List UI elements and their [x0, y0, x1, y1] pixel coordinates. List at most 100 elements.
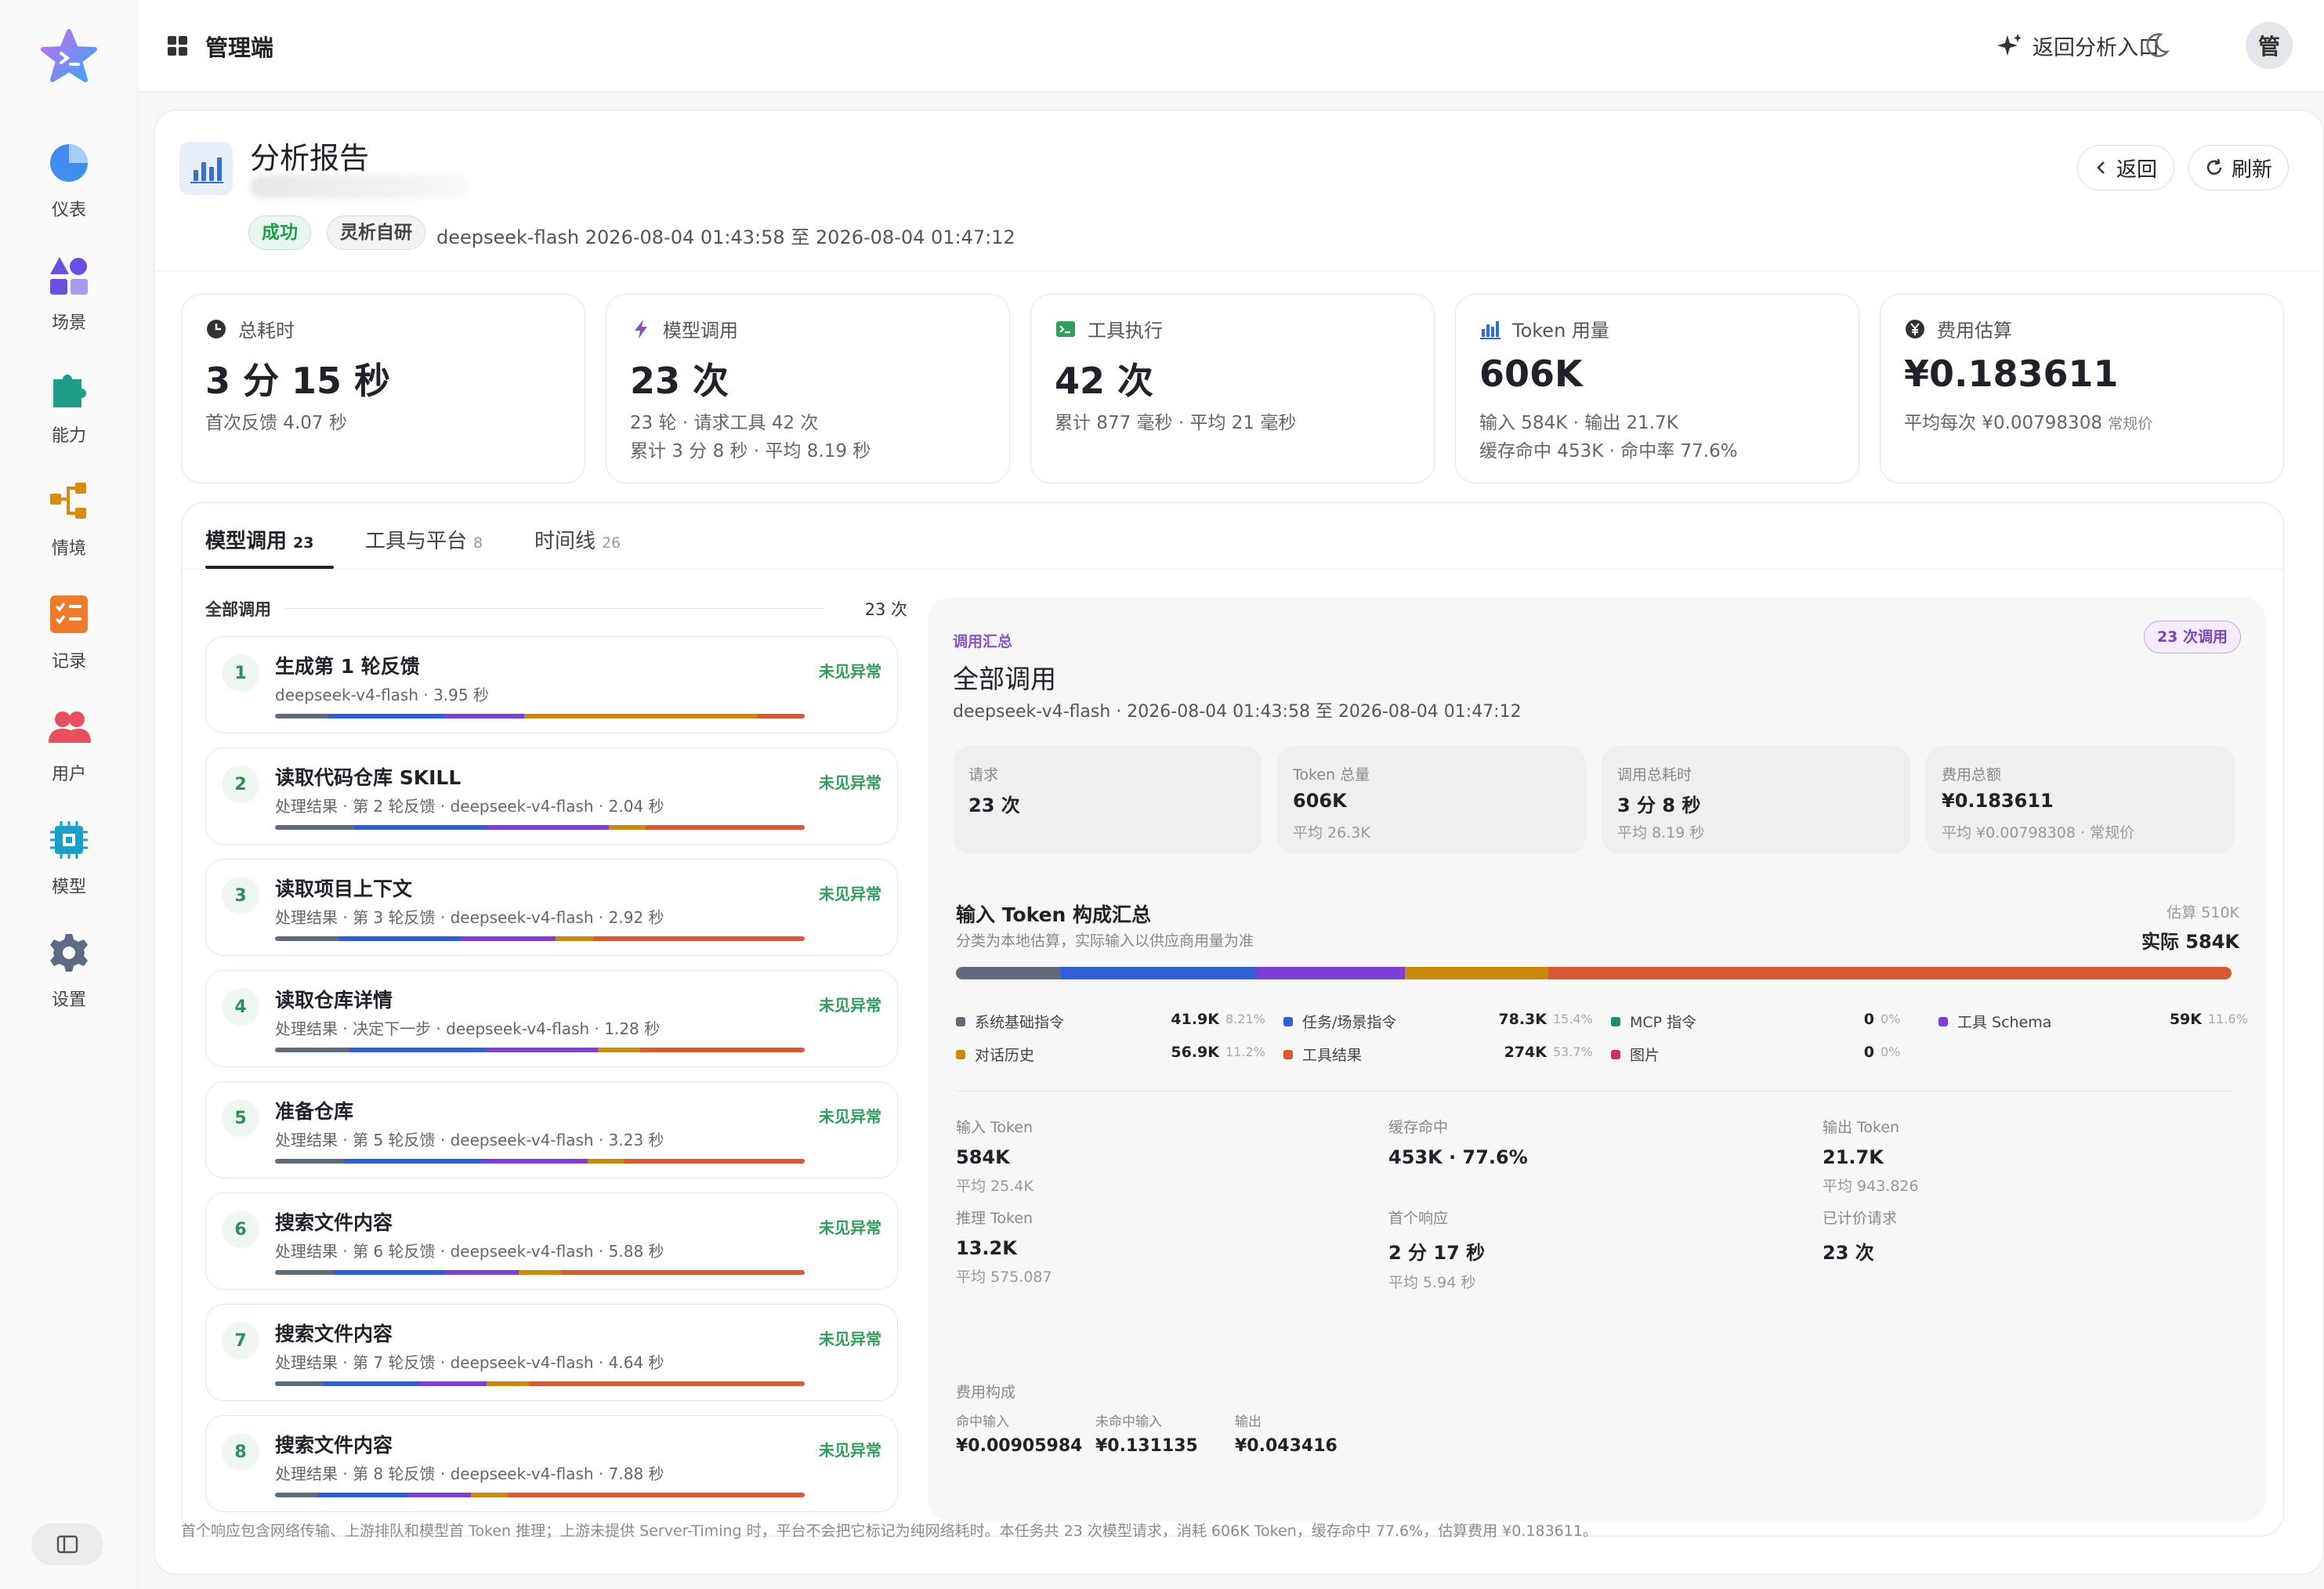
- call-bar-segment: [487, 1381, 530, 1386]
- summary-eyebrow: 调用汇总: [953, 633, 1013, 650]
- metric-key: 输入 Token: [956, 1119, 1033, 1136]
- tab-model-calls[interactable]: 模型调用 23: [205, 525, 313, 554]
- legend-percent: 11.6%: [2208, 1012, 2248, 1026]
- call-title: 生成第 1 轮反馈: [275, 655, 420, 678]
- call-status-badge: 未见异常: [819, 1107, 881, 1126]
- call-title: 读取项目上下文: [275, 878, 413, 900]
- moon-icon[interactable]: [2142, 31, 2170, 60]
- apps-grid-icon[interactable]: [168, 36, 188, 56]
- stat-value: 23 次: [630, 360, 729, 402]
- call-list-item[interactable]: 1 生成第 1 轮反馈 deepseek-v4-flash · 3.95 秒 未见异常: [205, 636, 898, 733]
- fee-key: 输出: [1235, 1414, 1262, 1430]
- call-token-bar: [275, 1381, 805, 1386]
- stat-header: 总耗时: [205, 315, 295, 342]
- call-title: 搜索文件内容: [275, 1434, 393, 1457]
- checklist-icon: [50, 595, 88, 633]
- sidebar-item-users[interactable]: 用户: [0, 705, 138, 799]
- legend-value: 0: [1863, 1011, 1874, 1028]
- legend-item: 图片 0 0%: [1611, 1044, 1924, 1066]
- call-bar-segment: [343, 1159, 482, 1164]
- sidebar-item-settings[interactable]: 设置: [0, 931, 138, 1025]
- summary-card-value: ¥0.183611: [1942, 790, 2054, 812]
- sidebar-item-abilities[interactable]: 能力: [0, 367, 138, 461]
- call-title: 搜索文件内容: [275, 1211, 393, 1234]
- call-list-item[interactable]: 5 准备仓库 处理结果 · 第 5 轮反馈 · deepseek-v4-flash …: [205, 1081, 898, 1178]
- call-bar-segment: [322, 1381, 418, 1386]
- top-bar: 管理端 返回分析入口 管: [138, 0, 2324, 92]
- call-bar-segment: [317, 1493, 407, 1497]
- stat-value: 3 分 15 秒: [205, 360, 391, 402]
- calls-panel: 模型调用 23 工具与平台 8 时间线 26 全部调用 23 次 1 生成第 1 轮反馈…: [181, 502, 2284, 1537]
- legend-percent: 53.7%: [1553, 1044, 1593, 1059]
- app-title: 管理端: [205, 34, 274, 61]
- back-button[interactable]: 返回: [2077, 145, 2174, 190]
- composition-bar: [956, 967, 2232, 979]
- call-list-item[interactable]: 3 读取项目上下文 处理结果 · 第 3 轮反馈 · deepseek-v4-fla…: [205, 859, 898, 956]
- summary-card-value: 606K: [1293, 790, 1347, 812]
- legend-item: 工具 Schema 59K 11.6%: [1938, 1011, 2252, 1033]
- metric-input-tokens: 输入 Token 584K 平均 25.4K: [956, 1116, 1348, 1196]
- sidebar-item-models[interactable]: 模型: [0, 818, 138, 912]
- call-list-item[interactable]: 8 搜索文件内容 处理结果 · 第 8 轮反馈 · deepseek-v4-flas…: [205, 1415, 898, 1512]
- call-bar-segment: [460, 936, 556, 941]
- metric-value: 23 次: [1823, 1242, 1874, 1264]
- call-token-bar: [275, 714, 805, 718]
- sidebar-item-records[interactable]: 记录: [0, 592, 138, 686]
- tab-label: 工具与平台: [365, 530, 468, 553]
- sidebar-item-label: 记录: [51, 652, 86, 671]
- flow-icon: [50, 483, 86, 519]
- call-list-item[interactable]: 6 搜索文件内容 处理结果 · 第 6 轮反馈 · deepseek-v4-flas…: [205, 1193, 898, 1290]
- call-bar-segment: [481, 1159, 588, 1164]
- divider: [154, 270, 2324, 271]
- sidebar-collapse-button[interactable]: [31, 1523, 103, 1565]
- stat-value: 606K: [1479, 353, 1583, 395]
- call-list-item[interactable]: 2 读取代码仓库 SKILL 处理结果 · 第 2 轮反馈 · deepseek-v…: [205, 747, 898, 845]
- stat-sub: 累计 877 毫秒 · 平均 21 毫秒: [1055, 413, 1297, 433]
- bar-chart-icon: [1480, 320, 1500, 339]
- tab-label: 时间线: [534, 530, 596, 553]
- composition-title: 输入 Token 构成汇总: [956, 903, 1152, 926]
- call-list-item[interactable]: 7 搜索文件内容 处理结果 · 第 7 轮反馈 · deepseek-v4-flas…: [205, 1304, 898, 1401]
- refresh-button[interactable]: 刷新: [2188, 145, 2289, 190]
- back-button-label: 返回: [2116, 157, 2157, 182]
- tab-count: 23: [293, 534, 314, 552]
- legend-value: 274K: [1504, 1044, 1547, 1061]
- avatar[interactable]: 管: [2246, 22, 2293, 69]
- sidebar-item-label: 设置: [51, 990, 86, 1010]
- call-title: 准备仓库: [275, 1100, 354, 1123]
- summary-card-requests: 请求 23 次: [953, 746, 1262, 854]
- call-bar-segment: [471, 1493, 509, 1497]
- call-list-item[interactable]: 4 读取仓库详情 处理结果 · 决定下一步 · deepseek-v4-flash …: [205, 970, 898, 1067]
- call-index: 1: [222, 654, 259, 692]
- sidebar-item-scenes[interactable]: 场景: [0, 254, 138, 348]
- legend-swatch: [956, 1017, 965, 1026]
- users-icon: [49, 711, 91, 743]
- fee-item-cache-miss: 未命中输入 ¥0.131135: [1095, 1410, 1198, 1456]
- composition-segment: [956, 967, 1061, 979]
- call-bar-segment: [508, 1493, 805, 1497]
- stat-sub: 平均每次 ¥0.00798308 常规价: [1904, 407, 2152, 434]
- composition-segment: [1405, 967, 1548, 979]
- call-status-badge: 未见异常: [819, 773, 881, 792]
- legend-item: 任务/场景指令 78.3K 15.4%: [1283, 1011, 1597, 1033]
- back-to-analysis-link[interactable]: 返回分析入口: [1996, 28, 2159, 63]
- redacted-subtitle: [250, 175, 469, 198]
- fee-value: ¥0.043416: [1235, 1436, 1338, 1456]
- stat-header: 模型调用: [630, 315, 738, 342]
- app-logo-icon[interactable]: [39, 28, 99, 88]
- call-subtitle: 处理结果 · 第 5 轮反馈 · deepseek-v4-flash · 3.2…: [275, 1131, 664, 1149]
- stat-sub: 累计 3 分 8 秒 · 平均 8.19 秒: [630, 441, 871, 461]
- back-to-analysis-label: 返回分析入口: [2033, 35, 2159, 60]
- tab-tools-platform[interactable]: 工具与平台 8: [365, 525, 483, 554]
- legend-value: 56.9K: [1171, 1044, 1219, 1061]
- legend-item: 对话历史 56.9K 11.2%: [956, 1044, 1269, 1066]
- tab-timeline[interactable]: 时间线 26: [534, 525, 621, 554]
- call-index: 6: [222, 1211, 259, 1248]
- call-bar-segment: [592, 936, 805, 941]
- sidebar-item-context[interactable]: 情境: [0, 480, 138, 574]
- stat-sub: 缓存命中 453K · 命中率 77.6%: [1479, 441, 1738, 461]
- sidebar-item-dashboard[interactable]: 仪表: [0, 141, 138, 235]
- call-bar-segment: [487, 825, 609, 830]
- summary-panel: 调用汇总 23 次调用 全部调用 deepseek-v4-flash · 202…: [928, 597, 2266, 1522]
- call-bar-segment: [349, 1048, 487, 1052]
